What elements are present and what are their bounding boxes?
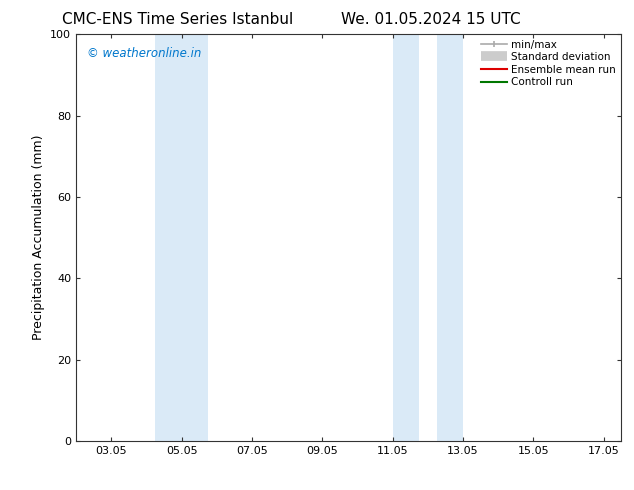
Bar <box>155 34 181 441</box>
Text: © weatheronline.in: © weatheronline.in <box>87 47 202 59</box>
Bar <box>437 34 463 441</box>
Text: CMC-ENS Time Series Istanbul: CMC-ENS Time Series Istanbul <box>62 12 293 27</box>
Bar <box>181 34 208 441</box>
Bar <box>392 34 419 441</box>
Text: We. 01.05.2024 15 UTC: We. 01.05.2024 15 UTC <box>341 12 521 27</box>
Legend: min/max, Standard deviation, Ensemble mean run, Controll run: min/max, Standard deviation, Ensemble me… <box>481 40 616 87</box>
Y-axis label: Precipitation Accumulation (mm): Precipitation Accumulation (mm) <box>32 135 44 341</box>
